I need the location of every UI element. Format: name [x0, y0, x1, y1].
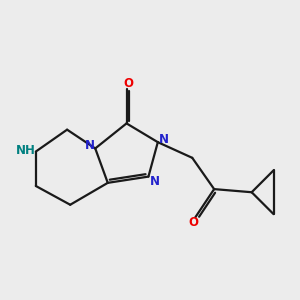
Text: O: O	[123, 77, 133, 90]
Text: N: N	[150, 175, 160, 188]
Text: O: O	[189, 216, 199, 230]
Text: N: N	[158, 133, 169, 146]
Text: N: N	[85, 140, 94, 152]
Text: NH: NH	[16, 143, 36, 157]
